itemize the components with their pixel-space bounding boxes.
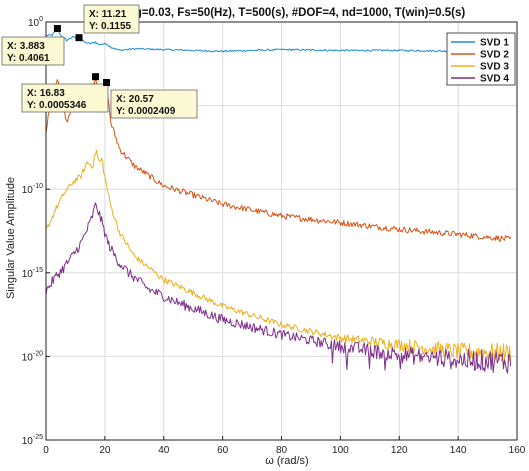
datatip-y-label: Y: 0.0002409	[116, 106, 176, 117]
x-tick-label: 100	[332, 445, 349, 456]
x-tick-labels: 0 20 40 60 80 100 120 140 160	[43, 436, 526, 456]
y-axis-label: Singular Value Amplitude	[5, 177, 17, 299]
chart-title: g=0.03, Fs=50(Hz), T=500(s), #DOF=4, nd=…	[135, 7, 466, 19]
datatip-x-label: X: 20.57	[116, 94, 154, 105]
legend-label-svd1: SVD 1	[480, 38, 509, 49]
datatip-box	[110, 89, 198, 119]
y-tick-label: 10-10	[22, 183, 43, 196]
y-tick-label: 10-25	[22, 434, 43, 447]
series-line-svd1	[45, 28, 512, 53]
datatip-y-label: Y: 0.0005346	[27, 100, 87, 111]
x-tick-label: 60	[217, 445, 229, 456]
x-axis-label: ω (rad/s)	[265, 455, 308, 467]
datatip-y-label: Y: 0.1155	[89, 21, 132, 32]
legend-label-svd3: SVD 3	[480, 62, 509, 73]
datatip-y-label: Y: 0.4061	[7, 53, 50, 64]
datatip-box	[21, 83, 109, 113]
x-tick-label: 140	[450, 445, 467, 456]
datatip-marker	[103, 78, 111, 86]
series-line-svd3	[45, 149, 512, 363]
x-tick-label: 120	[391, 445, 408, 456]
x-tick-label: 0	[43, 445, 49, 456]
series-lines	[45, 28, 512, 374]
datatip-box	[1, 36, 65, 66]
datatip-marker	[75, 34, 83, 42]
datatip-marker	[92, 73, 100, 81]
series-line-svd2	[45, 75, 512, 242]
x-tick-label: 20	[99, 445, 111, 456]
legend-label-svd2: SVD 2	[480, 50, 509, 61]
x-tick-label: 40	[158, 445, 170, 456]
y-tick-label: 10-20	[22, 350, 43, 363]
series-line-svd4	[45, 202, 512, 374]
datatip-x-label: X: 16.83	[27, 88, 65, 99]
x-tick-label: 160	[509, 445, 526, 456]
datatip-box	[83, 4, 140, 34]
y-tick-label: 100	[28, 16, 43, 29]
x-tick-label: 80	[276, 445, 288, 456]
datatip-x-label: X: 11.21	[89, 9, 127, 20]
datatip-marker	[53, 25, 61, 33]
datatip-x-label: X: 3.883	[7, 41, 45, 52]
y-tick-label: 10-15	[22, 267, 43, 280]
legend-label-svd4: SVD 4	[480, 74, 509, 85]
